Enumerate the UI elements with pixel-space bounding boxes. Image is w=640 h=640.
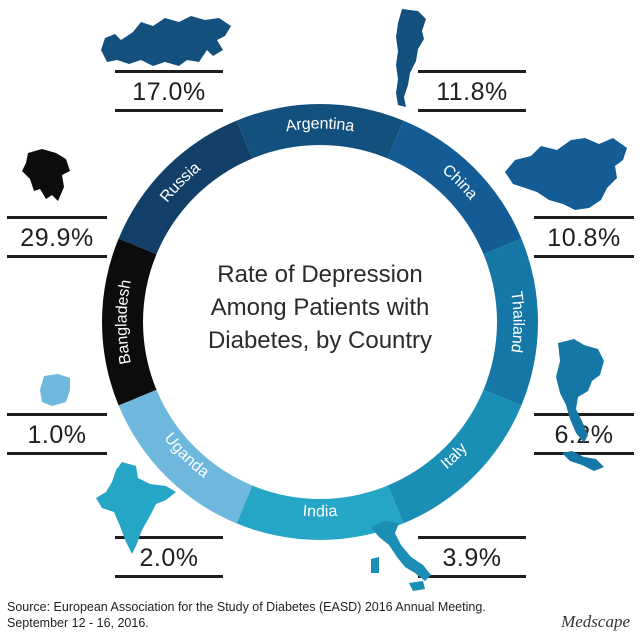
italy-map-icon xyxy=(371,521,431,591)
russia-map-icon xyxy=(101,16,231,66)
title-line-2: Among Patients with xyxy=(210,294,430,321)
india-map-icon xyxy=(96,462,176,554)
china-map-icon xyxy=(505,138,627,210)
title-line-3: Diabetes, by Country xyxy=(207,327,433,354)
segment-label-thailand: Thailand xyxy=(507,290,526,354)
segment-label-argentina: Argentina xyxy=(285,116,356,136)
title-line-1: Rate of Depression xyxy=(217,261,423,288)
argentina-map-icon xyxy=(396,9,426,107)
value-label-india: 2.0% xyxy=(115,536,223,578)
ring-segment-bangladesh xyxy=(102,238,157,406)
ring-segment-china xyxy=(387,120,522,255)
medscape-logo: Medscape xyxy=(561,612,630,631)
value-label-russia: 17.0% xyxy=(115,70,223,112)
segment-label-bangladesh: Bangladesh xyxy=(114,278,135,365)
value-label-italy: 3.9% xyxy=(418,536,526,578)
value-label-uganda: 1.0% xyxy=(7,413,107,455)
chart-title: Rate of Depression Among Patients with D… xyxy=(170,258,470,357)
value-label-bangladesh: 29.9% xyxy=(7,216,107,258)
ring-segment-argentina xyxy=(236,104,404,159)
thailand-map-icon xyxy=(556,339,604,471)
value-label-china: 10.8% xyxy=(534,216,634,258)
ring-segment-russia xyxy=(118,120,253,255)
ring-segment-uganda xyxy=(118,389,253,524)
bangladesh-map-icon xyxy=(22,149,70,201)
ring-segment-thailand xyxy=(483,238,538,406)
segment-label-india: India xyxy=(302,503,338,521)
source-note: Source: European Association for the Stu… xyxy=(7,600,486,630)
value-label-argentina: 11.8% xyxy=(418,70,526,112)
ring-segment-italy xyxy=(387,389,522,524)
uganda-map-icon xyxy=(40,374,70,406)
ring-segment-india xyxy=(236,485,404,540)
